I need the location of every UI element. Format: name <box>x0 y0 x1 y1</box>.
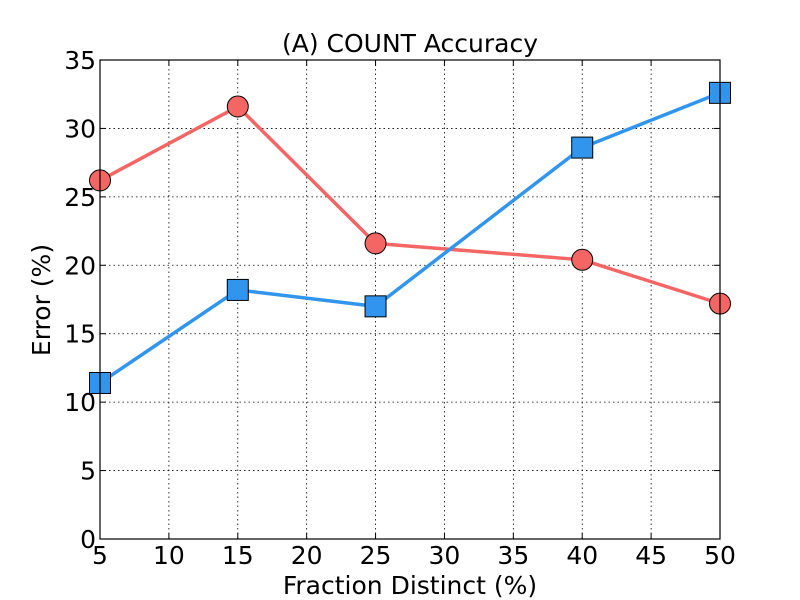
x-tick-label: 30 <box>429 541 461 570</box>
y-tick-label: 35 <box>64 46 96 75</box>
y-tick-label: 20 <box>64 251 96 280</box>
chart-title: (A) COUNT Accuracy <box>282 29 538 58</box>
y-tick-label: 30 <box>64 114 96 143</box>
data-point-circle <box>571 248 594 271</box>
data-point-square <box>364 295 387 318</box>
data-point-circle <box>364 232 387 255</box>
x-tick-label: 45 <box>635 541 667 570</box>
y-tick-label: 10 <box>64 388 96 417</box>
x-tick-label: 35 <box>497 541 529 570</box>
series-1 <box>89 95 731 315</box>
x-tick-label: 50 <box>704 541 736 570</box>
x-tick-label: 5 <box>92 541 108 570</box>
series-2 <box>89 81 731 394</box>
y-tick-label: 0 <box>80 525 96 554</box>
plot-frame <box>99 59 721 540</box>
series-line <box>99 91 721 385</box>
series-group <box>89 81 731 394</box>
x-tick-label: 20 <box>291 541 323 570</box>
x-tick-label: 25 <box>360 541 392 570</box>
x-tick-label: 40 <box>566 541 598 570</box>
x-tick-label: 15 <box>222 541 254 570</box>
data-point-square <box>226 278 249 301</box>
data-point-square <box>571 136 594 159</box>
y-tick-label: 25 <box>64 183 96 212</box>
y-axis-title: Error (%) <box>27 244 56 356</box>
series-line <box>99 104 721 306</box>
x-axis-title: Fraction Distinct (%) <box>283 571 537 600</box>
x-tick-label: 10 <box>153 541 185 570</box>
data-point-circle <box>226 95 249 118</box>
y-tick-label: 5 <box>80 457 96 486</box>
y-tick-label: 15 <box>64 320 96 349</box>
